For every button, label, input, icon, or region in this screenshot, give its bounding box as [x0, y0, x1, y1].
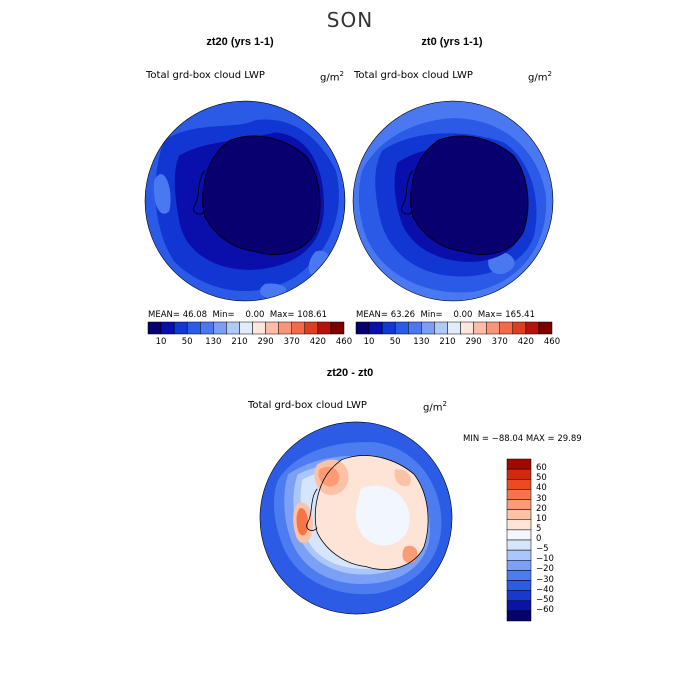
colorbar-tick-label: 290	[257, 337, 274, 347]
colorbar-tick-label: 50	[181, 337, 193, 347]
colorbar-tick-label: 10	[155, 337, 167, 347]
figure-title: SON	[326, 8, 374, 32]
diff-colorbar-tick-label: −10	[536, 554, 554, 565]
diff-colorbar	[506, 458, 532, 622]
diff-panel-units: g/m2	[423, 400, 447, 414]
diff-minmax: MIN = −88.04 MAX = 29.89	[463, 434, 582, 444]
diff-colorbar-tick-label: 40	[536, 483, 547, 494]
diff-colorbar-tick-label: 50	[536, 473, 547, 484]
diff-colorbar-tick-label: −50	[536, 594, 554, 605]
diff-colorbar-tick-label: 5	[536, 523, 542, 534]
colorbar-tick-label: 210	[439, 337, 456, 347]
panel1-colorbar-ticks: 10 50 130 210 290 370 420 460	[0, 337, 700, 349]
panel1-stats: MEAN= 46.08 Min= 0.00 Max= 108.61	[148, 310, 327, 320]
diff-colorbar-tick-label: 10	[536, 513, 547, 524]
colorbar-tick-label: 460	[335, 337, 353, 347]
colorbar-tick-label: 420	[517, 337, 534, 347]
diff-colorbar-tick-label: 0	[536, 534, 542, 544]
panel1-variable: Total grd-box cloud LWP	[146, 70, 265, 81]
colorbar-tick-label: 210	[231, 337, 248, 347]
colorbar-swatch	[538, 321, 553, 335]
diff-colorbar-tick-label: 30	[536, 493, 547, 504]
colorbar-tick-label: 420	[309, 337, 326, 347]
diff-colorbar-tick-label: −40	[536, 584, 554, 595]
panel2-title: zt0 (yrs 1-1)	[421, 36, 483, 48]
colorbar-tick-label: 370	[283, 337, 300, 347]
colorbar-swatch	[330, 321, 345, 335]
colorbar-tick-label: 290	[465, 337, 482, 347]
diff-colorbar-tick-label: −20	[536, 564, 554, 575]
colorbar-tick-label: 460	[543, 337, 561, 347]
diff-polar-map	[259, 421, 453, 615]
diff-colorbar-swatch	[506, 610, 532, 622]
panel1-polar-map	[144, 100, 346, 302]
colorbar-tick-label: 130	[413, 337, 430, 347]
diff-colorbar-tick-label: 60	[536, 463, 547, 474]
diff-colorbar-tick-label: −30	[536, 574, 554, 585]
colorbar-tick-label: 50	[389, 337, 401, 347]
colorbar-tick-label: 370	[491, 337, 508, 347]
panel2-polar-map	[352, 100, 554, 302]
diff-colorbar-tick-label: −60	[536, 604, 554, 615]
colorbar-tick-label: 10	[363, 337, 375, 347]
diff-colorbar-tick-label: −5	[536, 544, 549, 555]
diff-panel-title: zt20 - zt0	[326, 367, 374, 379]
panel2-colorbar	[355, 321, 553, 335]
panel1-title: zt20 (yrs 1-1)	[206, 36, 274, 48]
panel2-stats: MEAN= 63.26 Min= 0.00 Max= 165.41	[356, 310, 535, 320]
panel2-colorbar-ticks: 10 50 130 210 290 370 420 460	[0, 337, 700, 349]
panel1-colorbar	[147, 321, 345, 335]
panel2-variable: Total grd-box cloud LWP	[354, 70, 473, 81]
colorbar-tick-label: 130	[205, 337, 222, 347]
diff-colorbar-tick-label: 20	[536, 503, 547, 514]
diff-panel-variable: Total grd-box cloud LWP	[248, 400, 367, 411]
panel1-units: g/m2	[320, 70, 344, 84]
panel2-units: g/m2	[528, 70, 552, 84]
